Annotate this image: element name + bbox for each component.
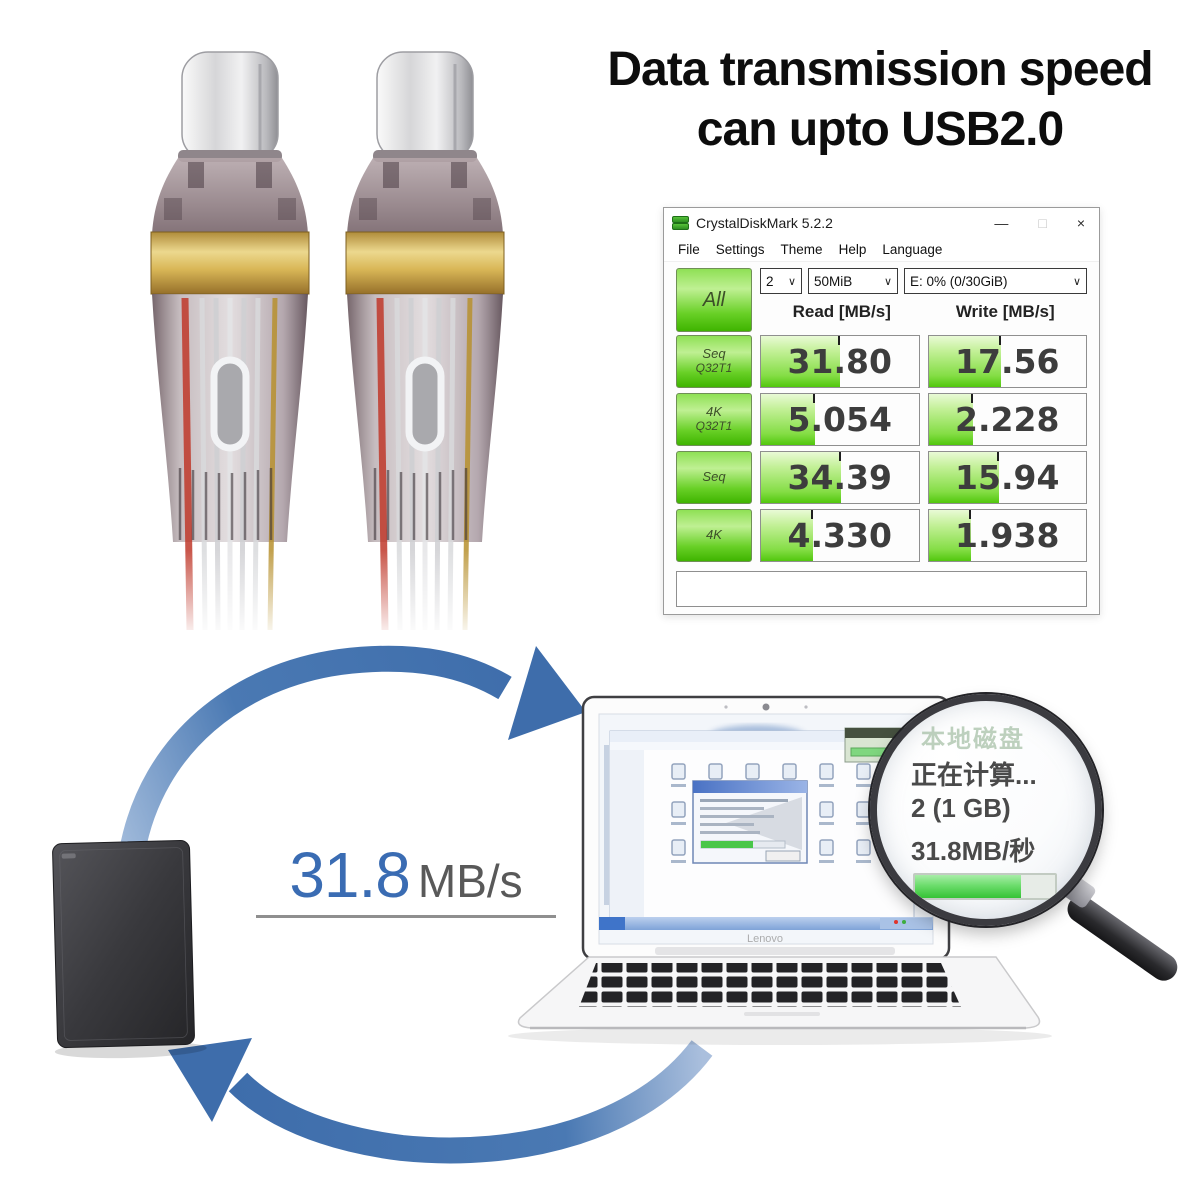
close-button[interactable]: × — [1076, 215, 1085, 231]
read-column-header: Read [MB/s] — [792, 302, 891, 321]
arrow-laptop-to-hdd — [168, 1038, 713, 1164]
page-title-line1: Data transmission speed — [607, 43, 1153, 96]
menu-bar: File Settings Theme Help Language — [664, 238, 1099, 262]
page-title-line2: can upto USB2.0 — [696, 103, 1064, 156]
4k-q32t1-button[interactable]: 4K Q32T1 — [676, 393, 752, 446]
file-copy-dialog — [692, 780, 808, 864]
menu-language[interactable]: Language — [882, 242, 943, 257]
menu-help[interactable]: Help — [838, 242, 867, 257]
laptop-brand-logo: Lenovo — [747, 933, 783, 945]
write-value-cell: 17.56 — [927, 335, 1087, 388]
magnifier-glass: 本地磁盘 正在计算... 2 (1 GB) 31.8MB/秒 — [870, 694, 1102, 926]
laptop: Lenovo — [508, 695, 1052, 1045]
crystaldiskmark-window: CrystalDiskMark 5.2.2 — □ × File Setting… — [663, 207, 1100, 615]
read-value: 31.80 — [787, 342, 892, 381]
page-title: Data transmission speed can upto USB2.0 — [565, 40, 1195, 160]
write-value-cell: 2.228 — [927, 393, 1087, 446]
keyboard — [579, 963, 961, 1007]
magnified-speed-text: 31.8MB/秒 — [911, 836, 1036, 866]
read-value-cell: 34.39 — [760, 451, 920, 504]
read-value-cell: 31.80 — [760, 335, 920, 388]
read-value-cell: 5.054 — [760, 393, 920, 446]
magnified-progress-fill — [915, 875, 1022, 898]
menu-file[interactable]: File — [678, 242, 700, 257]
chevron-down-icon: ∨ — [1072, 275, 1081, 288]
write-value-cell: 15.94 — [927, 451, 1087, 504]
read-value-cell: 4.330 — [760, 509, 920, 562]
run-all-button[interactable]: All — [676, 268, 752, 332]
app-icon — [672, 215, 689, 231]
4k-button[interactable]: 4K — [676, 509, 752, 562]
title-bar[interactable]: CrystalDiskMark 5.2.2 — □ × — [664, 208, 1099, 238]
magnified-count-text: 2 (1 GB) — [911, 793, 1011, 823]
speed-unit: MB/s — [417, 855, 523, 907]
read-value: 5.054 — [787, 400, 892, 439]
benchmark-row-seq: Seq 34.39 15.94 — [676, 451, 1087, 504]
chevron-down-icon: ∨ — [787, 275, 796, 288]
write-value: 1.938 — [955, 516, 1060, 555]
speed-value: 31.8 — [289, 839, 411, 911]
menu-theme[interactable]: Theme — [780, 242, 823, 257]
magnified-status-text: 正在计算... — [911, 760, 1037, 790]
chevron-down-icon: ∨ — [883, 275, 892, 288]
write-value: 17.56 — [955, 342, 1060, 381]
taskbar — [599, 917, 933, 930]
seq-button[interactable]: Seq — [676, 451, 752, 504]
benchmark-row-4k: 4K 4.330 1.938 — [676, 509, 1087, 562]
speed-underline — [256, 915, 556, 918]
target-drive-select[interactable]: E: 0% (0/30GiB) ∨ — [904, 268, 1087, 294]
arrow-hdd-to-laptop — [119, 645, 586, 855]
magnified-progress-bar — [913, 873, 1057, 900]
seq-q32t1-button[interactable]: Seq Q32T1 — [676, 335, 752, 388]
benchmark-row-4k-q32t1: 4K Q32T1 5.054 2.228 — [676, 393, 1087, 446]
write-value-cell: 1.938 — [927, 509, 1087, 562]
write-value: 15.94 — [955, 458, 1060, 497]
test-count-select[interactable]: 2 ∨ — [760, 268, 802, 294]
comment-field[interactable] — [676, 571, 1087, 607]
maximize-button[interactable]: □ — [1038, 215, 1047, 231]
write-value: 2.228 — [955, 400, 1060, 439]
read-value: 34.39 — [787, 458, 892, 497]
test-size-select[interactable]: 50MiB ∨ — [808, 268, 898, 294]
menu-settings[interactable]: Settings — [715, 242, 765, 257]
benchmark-row-seq-q32t1: Seq Q32T1 31.80 17.56 — [676, 335, 1087, 388]
transfer-speed-label: 31.8 MB/s — [256, 838, 556, 912]
external-hard-drive — [52, 840, 207, 1059]
minimize-button[interactable]: — — [994, 215, 1009, 231]
read-value: 4.330 — [787, 516, 892, 555]
window-title: CrystalDiskMark 5.2.2 — [696, 215, 833, 231]
write-column-header: Write [MB/s] — [955, 302, 1055, 321]
magnified-disk-label: 本地磁盘 — [921, 726, 1025, 753]
